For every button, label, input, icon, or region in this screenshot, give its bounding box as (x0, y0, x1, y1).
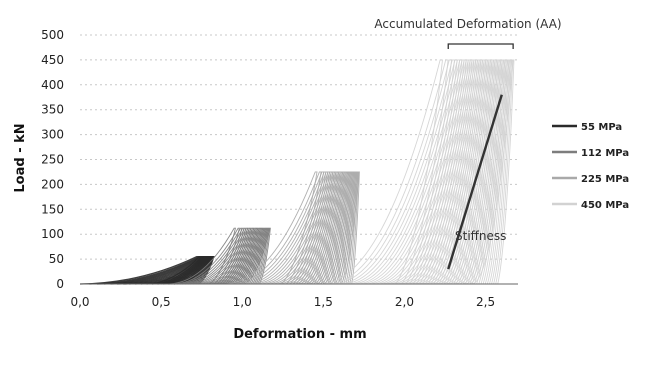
y-tick-label: 500 (41, 28, 64, 42)
load-cycle-curve (225, 171, 318, 285)
legend: 55 MPa 112 MPa 225 MPa 450 MPa (552, 122, 629, 211)
load-cycle-curve (378, 59, 475, 285)
y-tick-label: 50 (49, 252, 64, 266)
load-cycle-curve (325, 171, 356, 285)
load-cycle-curve (294, 171, 346, 285)
load-cycle-curve (370, 59, 471, 285)
load-cycle-curve (462, 59, 511, 285)
annotations: Accumulated Deformation (AA) Stiffness (374, 17, 562, 270)
load-cycle-curve (275, 171, 340, 285)
accumulated-deformation-label: Accumulated Deformation (AA) (374, 17, 561, 31)
y-tick-label: 300 (41, 128, 64, 142)
load-cycle-curve (208, 227, 257, 285)
legend-label: 225 MPa (581, 174, 629, 185)
y-tick-label: 450 (41, 53, 64, 67)
load-cycle-curve (340, 59, 455, 285)
load-cycle-curve (425, 59, 496, 285)
load-cycle-curve (404, 59, 487, 285)
load-cycle-curve (271, 171, 338, 285)
load-cycle-curve (329, 171, 357, 285)
y-tick-label: 400 (41, 78, 64, 92)
stiffness-label: Stiffness (455, 229, 506, 243)
x-tick-labels: 0,0 0,5 1,0 1,5 2,0 2,5 (70, 295, 495, 309)
load-cycle-curve (353, 59, 463, 285)
x-tick-label: 0,5 (152, 295, 171, 309)
load-cycle-curve (319, 171, 354, 285)
load-cycle-curve (242, 171, 327, 285)
y-tick-label: 350 (41, 103, 64, 117)
load-cycle-curve (315, 171, 353, 285)
load-cycle-curve (332, 171, 358, 285)
x-tick-label: 0,0 (70, 295, 89, 309)
y-axis-title: Load - kN (13, 123, 28, 192)
stiffness-line (447, 94, 503, 270)
accumulated-deformation-bracket (447, 43, 514, 49)
load-cycle-curve (305, 171, 350, 285)
series-1 (169, 227, 271, 285)
load-cycle-curve (465, 59, 512, 285)
load-cycle-curve (381, 59, 477, 285)
x-axis-title: Deformation - mm (233, 327, 366, 342)
x-tick-label: 1,5 (314, 295, 333, 309)
load-cycle-curve (374, 59, 473, 285)
load-cycle-curve (407, 59, 488, 285)
load-cycle-curve (225, 227, 265, 285)
y-tick-labels: 0 50 100 150 200 250 300 350 400 450 500 (41, 28, 64, 291)
y-tick-label: 0 (56, 277, 64, 291)
load-cycle-curve (349, 59, 461, 285)
load-cycle-curve (442, 59, 503, 285)
load-cycle-curve (267, 171, 337, 285)
series-2 (225, 171, 360, 285)
load-cycle-curve (400, 59, 485, 285)
load-cycle-curve (439, 59, 502, 285)
load-cycle-curve (339, 171, 360, 285)
load-cycle-curve (233, 227, 268, 285)
load-cycle-curve (211, 227, 259, 285)
load-cycle-curve (301, 171, 348, 285)
x-tick-label: 1,0 (233, 295, 252, 309)
load-cycle-curve (287, 171, 344, 285)
load-cycle-curve (214, 227, 260, 285)
load-cycle-curve (231, 227, 267, 285)
load-cycle-curve (456, 59, 508, 285)
load-cycle-curve (396, 59, 484, 285)
load-cycle-curve (366, 59, 469, 285)
load-cycle-curve (469, 59, 514, 285)
load-cycle-curve (344, 59, 458, 285)
load-cycle-curve (335, 171, 359, 285)
load-cycle-curve (357, 59, 465, 285)
load-cycle-curve (290, 171, 345, 285)
load-cycle-curve (242, 227, 271, 285)
series-3 (323, 59, 515, 285)
load-cycle-curve (237, 171, 325, 285)
load-cycle-curve (422, 59, 494, 285)
load-cycle-curve (247, 171, 329, 285)
load-cycle-curve (239, 227, 270, 285)
y-tick-label: 250 (41, 153, 64, 167)
y-tick-label: 200 (41, 177, 64, 191)
y-tick-label: 150 (41, 202, 64, 216)
y-tick-label: 100 (41, 227, 64, 241)
hysteresis-curves (79, 59, 515, 285)
load-cycle-curve (362, 59, 467, 285)
legend-label: 55 MPa (581, 122, 622, 133)
legend-label: 112 MPa (581, 148, 629, 159)
x-tick-label: 2,5 (476, 295, 495, 309)
load-cycle-curve (452, 59, 507, 285)
load-cycle-curve (335, 59, 453, 285)
load-cycle-curve (459, 59, 510, 285)
legend-label: 450 MPa (581, 200, 629, 211)
x-tick-label: 2,0 (395, 295, 414, 309)
load-cycle-curve (263, 171, 335, 285)
load-cycle-curve (446, 59, 504, 285)
load-cycle-curve (472, 59, 515, 285)
